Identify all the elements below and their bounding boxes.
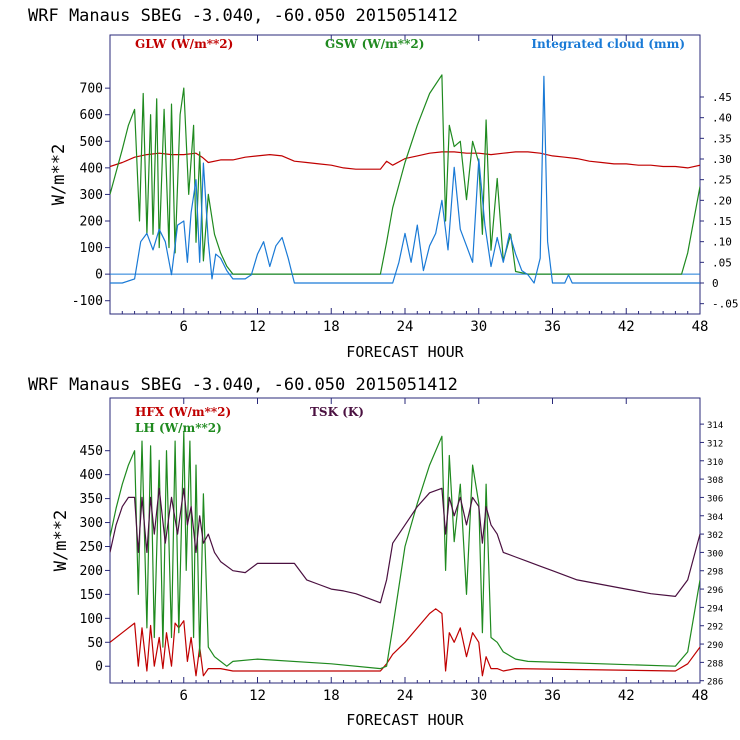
legend-glw: GLW (W/m**2)	[135, 37, 233, 51]
y-tick-label: 100	[80, 612, 103, 627]
series-line-lh	[110, 430, 700, 670]
right-tick-label: .40	[712, 112, 732, 125]
chart-title: WRF Manaus SBEG -3.040, -60.050 20150514…	[28, 375, 458, 395]
x-tick-label: 42	[618, 688, 635, 704]
right-tick-label: .30	[712, 153, 732, 166]
y-tick-label: 100	[80, 241, 103, 256]
y-tick-label: 450	[80, 444, 103, 459]
y-tick-label: 50	[87, 636, 103, 651]
chart-title: WRF Manaus SBEG -3.040, -60.050 20150514…	[28, 6, 458, 26]
right-tick-label: 298	[707, 568, 723, 578]
right-tick-label: 312	[707, 439, 723, 449]
legend-integrated-cloud: Integrated cloud (mm)	[531, 37, 685, 51]
right-tick-label: .05	[712, 256, 732, 269]
right-tick-label: .45	[712, 91, 732, 104]
plot-frame	[109, 397, 701, 684]
x-tick-label: 30	[470, 319, 487, 335]
x-tick-label: 30	[470, 688, 487, 704]
right-tick-label: 288	[707, 659, 723, 669]
right-tick-label: .25	[712, 174, 732, 187]
x-axis-label: FORECAST HOUR	[346, 343, 464, 361]
legend-gsw: GSW (W/m**2)	[325, 37, 424, 51]
right-tick-label: 292	[707, 623, 723, 633]
y-tick-label: 250	[80, 540, 103, 555]
series-line-glw	[110, 151, 700, 170]
y-tick-label: 200	[80, 564, 103, 579]
panel-glw-gsw-cloud: WRF Manaus SBEG -3.040, -60.050 20150514…	[28, 6, 739, 361]
x-tick-label: 36	[544, 688, 561, 704]
x-tick-label: 12	[249, 688, 266, 704]
y-tick-label: 350	[80, 492, 103, 507]
right-tick-label: 302	[707, 531, 723, 541]
series-line-tsk	[110, 487, 700, 604]
x-tick-label: 24	[397, 319, 414, 335]
right-tick-label: 296	[707, 586, 723, 596]
right-tick-label: -.05	[712, 298, 739, 311]
right-tick-label: 290	[707, 641, 723, 651]
x-tick-label: 18	[323, 319, 340, 335]
right-tick-label: .35	[712, 132, 732, 145]
y-tick-label: 500	[80, 135, 103, 150]
series-line-integrated-cloud	[110, 75, 700, 284]
right-tick-label: 314	[707, 421, 723, 431]
y-tick-label: 300	[80, 188, 103, 203]
legend-lh: LH (W/m**2)	[135, 421, 222, 435]
right-tick-label: 286	[707, 678, 723, 688]
right-tick-label: 0	[712, 277, 719, 290]
x-tick-label: 48	[692, 688, 709, 704]
x-tick-label: 18	[323, 688, 340, 704]
y-tick-label: 600	[80, 108, 103, 123]
y-tick-label: 700	[80, 82, 103, 97]
right-tick-label: .20	[712, 194, 732, 207]
right-tick-label: .15	[712, 215, 732, 228]
y-axis-label: W/m**2	[49, 144, 69, 205]
x-tick-label: 48	[692, 319, 709, 335]
right-tick-label: 306	[707, 494, 723, 504]
panel-hfx-lh-tsk: WRF Manaus SBEG -3.040, -60.050 20150514…	[28, 375, 723, 729]
series-line-hfx	[110, 608, 700, 677]
right-tick-label: 300	[707, 549, 723, 559]
right-tick-label: .10	[712, 236, 732, 249]
x-tick-label: 6	[180, 319, 188, 335]
y-tick-label: 0	[95, 660, 103, 675]
y-tick-label: 150	[80, 588, 103, 603]
y-tick-label: 400	[80, 161, 103, 176]
y-tick-label: 200	[80, 215, 103, 230]
right-tick-label: 310	[707, 458, 723, 468]
legend-hfx: HFX (W/m**2)	[135, 405, 231, 419]
x-tick-label: 6	[180, 688, 188, 704]
y-axis-label: W/m**2	[51, 510, 71, 571]
x-axis-label: FORECAST HOUR	[346, 711, 464, 729]
y-tick-label: 400	[80, 468, 103, 483]
legend-tsk: TSK (K)	[310, 405, 364, 419]
x-tick-label: 36	[544, 319, 561, 335]
y-tick-label: 0	[95, 268, 103, 283]
y-tick-label: -100	[72, 294, 103, 309]
y-tick-label: 300	[80, 516, 103, 531]
right-tick-label: 308	[707, 476, 723, 486]
right-tick-label: 304	[707, 513, 723, 523]
x-tick-label: 42	[618, 319, 635, 335]
x-tick-label: 24	[397, 688, 414, 704]
series-line-gsw	[110, 74, 700, 275]
x-tick-label: 12	[249, 319, 266, 335]
right-tick-label: 294	[707, 604, 723, 614]
